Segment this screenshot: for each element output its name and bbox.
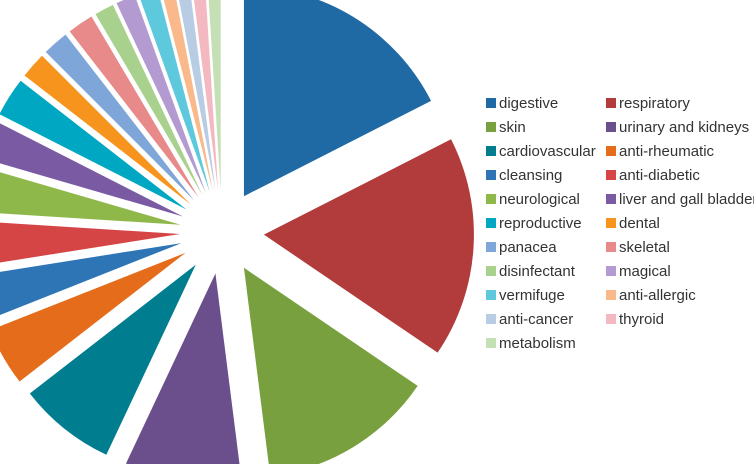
- legend-item: respiratory: [606, 95, 690, 112]
- legend-swatch: [606, 314, 616, 324]
- legend-swatch: [486, 122, 496, 132]
- legend-swatch: [486, 266, 496, 276]
- legend-item: magical: [606, 263, 671, 280]
- pie-slice-metabolism: [208, 0, 221, 191]
- legend-swatch: [486, 338, 496, 348]
- pie-slice-magical: [116, 0, 206, 194]
- legend-item: liver and gall bladder: [606, 191, 754, 208]
- legend-item: reproductive: [486, 215, 582, 232]
- legend-label: disinfectant: [499, 263, 576, 280]
- legend-label: metabolism: [499, 335, 576, 352]
- legend-label: anti-cancer: [499, 311, 573, 328]
- legend-swatch: [606, 194, 616, 204]
- legend-item: skeletal: [606, 239, 670, 256]
- legend-swatch: [486, 146, 496, 156]
- pie-slice-anti-rheumatic: [0, 252, 186, 382]
- legend-swatch: [486, 314, 496, 324]
- legend-swatch: [486, 218, 496, 228]
- pie-slice-dental: [24, 55, 191, 205]
- legend-label: cleansing: [499, 167, 562, 184]
- pie-slice-respiratory: [263, 139, 474, 353]
- pie-slice-reproductive: [0, 80, 187, 210]
- pie-slice-skin: [243, 267, 418, 464]
- legend-swatch: [486, 242, 496, 252]
- legend-label: vermifuge: [499, 287, 565, 304]
- pie-slice-cleansing: [0, 243, 182, 315]
- legend-item: thyroid: [606, 311, 664, 328]
- legend-label: liver and gall bladder: [619, 191, 754, 208]
- pie-slice-liver-and-gall-bladder: [0, 123, 183, 217]
- legend-swatch: [486, 98, 496, 108]
- legend-label: thyroid: [619, 311, 664, 328]
- legend-swatch: [606, 98, 616, 108]
- legend-item: cardiovascular: [486, 143, 596, 160]
- pie-slice-anti-diabetic: [0, 222, 181, 263]
- legend-label: digestive: [499, 95, 558, 112]
- pie-slice-anti-allergic: [163, 0, 213, 192]
- legend-swatch: [606, 170, 616, 180]
- legend-label: cardiovascular: [499, 143, 596, 160]
- legend-swatch: [606, 266, 616, 276]
- pie-slice-panacea: [45, 34, 195, 201]
- pie-slice-neurological: [0, 172, 181, 225]
- legend-item: anti-diabetic: [606, 167, 700, 184]
- legend-swatch: [606, 242, 616, 252]
- legend-item: cleansing: [486, 167, 562, 184]
- legend-label: skin: [499, 119, 526, 136]
- legend-label: anti-diabetic: [619, 167, 700, 184]
- pie-slices: [0, 0, 474, 464]
- legend-label: respiratory: [619, 95, 690, 112]
- legend-item: metabolism: [486, 335, 576, 352]
- legend-label: urinary and kidneys: [619, 119, 749, 136]
- pie-slice-anti-cancer: [179, 0, 216, 191]
- legend-swatch: [606, 218, 616, 228]
- legend-swatch: [606, 290, 616, 300]
- legend-label: anti-rheumatic: [619, 143, 715, 160]
- legend-swatch: [486, 170, 496, 180]
- pie-slice-urinary-and-kidneys: [126, 273, 240, 464]
- legend-item: anti-allergic: [606, 287, 696, 304]
- legend-item: neurological: [486, 191, 580, 208]
- legend-item: vermifuge: [486, 287, 565, 304]
- legend-label: panacea: [499, 239, 557, 256]
- legend-label: reproductive: [499, 215, 582, 232]
- legend-item: panacea: [486, 239, 557, 256]
- legend-swatch: [486, 290, 496, 300]
- legend-item: digestive: [486, 95, 558, 112]
- legend-label: anti-allergic: [619, 287, 696, 304]
- legend-label: neurological: [499, 191, 580, 208]
- legend-swatch: [486, 194, 496, 204]
- legend-label: dental: [619, 215, 660, 232]
- legend-item: urinary and kidneys: [606, 119, 749, 136]
- pie-slice-thyroid: [194, 0, 219, 191]
- pie-slice-skeletal: [69, 16, 199, 198]
- legend-label: magical: [619, 263, 671, 280]
- pie-slice-cardiovascular: [29, 264, 196, 455]
- legend-swatch: [606, 122, 616, 132]
- legend-item: disinfectant: [486, 263, 576, 280]
- pie-slice-disinfectant: [95, 4, 203, 195]
- legend-swatch: [606, 146, 616, 156]
- legend-item: anti-rheumatic: [606, 143, 715, 160]
- legend-item: dental: [606, 215, 660, 232]
- legend-item: anti-cancer: [486, 311, 573, 328]
- legend-label: skeletal: [619, 239, 670, 256]
- legend: digestive respiratory skin urinary and kidn…: [486, 95, 754, 352]
- legend-item: skin: [486, 119, 526, 136]
- pie-slice-digestive: [243, 0, 432, 197]
